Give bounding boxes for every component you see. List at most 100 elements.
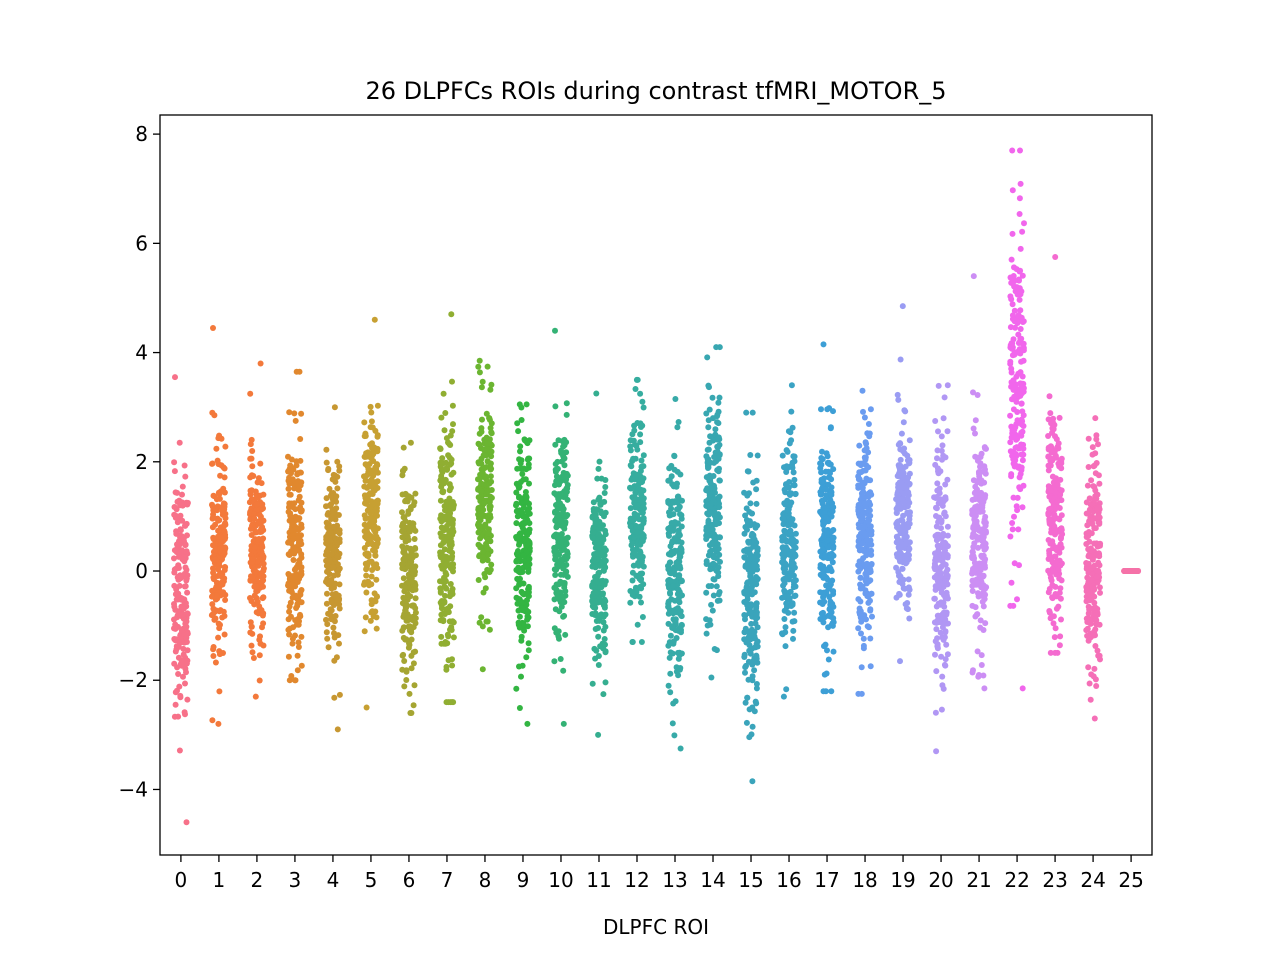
data-point xyxy=(786,479,793,485)
data-point xyxy=(173,625,180,631)
data-point xyxy=(484,530,491,537)
data-point xyxy=(476,357,483,364)
data-point xyxy=(513,594,520,601)
data-point xyxy=(783,469,790,475)
data-point xyxy=(449,531,456,538)
data-point xyxy=(487,473,494,480)
data-point xyxy=(442,569,449,576)
data-point xyxy=(487,386,494,393)
data-point xyxy=(790,627,797,634)
data-point xyxy=(1009,230,1016,237)
data-point xyxy=(634,529,641,536)
data-point xyxy=(970,425,977,432)
data-point xyxy=(297,482,304,489)
data-point xyxy=(293,462,300,469)
data-point xyxy=(361,579,368,586)
data-point xyxy=(670,566,677,573)
data-point xyxy=(938,532,945,539)
data-point xyxy=(563,449,570,456)
data-point xyxy=(514,420,521,427)
data-point xyxy=(363,533,370,540)
data-point xyxy=(670,511,677,518)
data-point xyxy=(560,667,567,674)
data-point xyxy=(982,470,989,477)
data-point xyxy=(361,419,368,426)
data-point xyxy=(526,529,532,536)
data-point xyxy=(298,662,305,669)
data-point xyxy=(448,539,455,545)
data-point xyxy=(323,600,330,607)
data-point xyxy=(1017,369,1024,376)
data-point xyxy=(217,472,224,479)
data-point xyxy=(589,563,596,570)
data-point xyxy=(716,589,723,595)
data-point xyxy=(182,541,189,548)
data-point xyxy=(745,558,751,565)
data-point xyxy=(171,504,178,510)
data-point xyxy=(1009,520,1016,526)
data-point xyxy=(743,639,750,646)
data-point xyxy=(707,459,714,466)
data-point xyxy=(716,493,723,500)
data-point xyxy=(222,545,229,552)
data-point xyxy=(906,499,913,506)
data-point xyxy=(519,509,526,516)
data-point xyxy=(595,662,602,668)
data-point xyxy=(292,632,298,639)
data-point xyxy=(409,563,416,570)
data-point xyxy=(478,425,485,432)
data-point xyxy=(595,465,602,472)
data-point xyxy=(517,495,524,502)
data-point xyxy=(290,557,297,563)
data-point xyxy=(217,545,224,552)
data-point xyxy=(637,390,644,397)
data-point xyxy=(523,401,530,408)
data-point xyxy=(855,596,862,603)
data-point xyxy=(974,479,981,486)
data-point xyxy=(213,445,220,452)
data-point xyxy=(222,597,229,603)
data-point xyxy=(742,616,748,623)
data-point xyxy=(703,536,710,542)
data-point xyxy=(753,500,760,507)
data-point xyxy=(403,616,410,623)
data-point xyxy=(442,513,448,520)
data-point xyxy=(744,587,751,594)
data-point xyxy=(518,417,525,423)
data-point xyxy=(482,464,489,471)
series-9 xyxy=(513,401,533,727)
data-point xyxy=(249,448,256,454)
data-point xyxy=(1019,457,1026,464)
data-point xyxy=(1049,419,1056,426)
data-point xyxy=(371,563,378,570)
data-point xyxy=(637,486,644,493)
data-point xyxy=(898,430,905,437)
data-point xyxy=(630,437,637,444)
data-point xyxy=(858,618,865,625)
data-point xyxy=(521,627,528,634)
data-point xyxy=(551,658,558,665)
data-point xyxy=(896,572,902,579)
data-point xyxy=(866,433,873,440)
data-point xyxy=(783,686,790,693)
data-point xyxy=(184,611,191,617)
data-point xyxy=(863,552,870,559)
data-point xyxy=(210,565,216,572)
data-point xyxy=(781,569,788,576)
data-point xyxy=(1091,665,1098,672)
data-point xyxy=(704,487,711,494)
data-point xyxy=(288,500,295,507)
data-point xyxy=(410,649,417,656)
data-point xyxy=(215,566,221,573)
data-point xyxy=(517,460,524,467)
data-point xyxy=(476,441,483,448)
data-point xyxy=(290,546,296,553)
data-point xyxy=(1016,211,1023,217)
data-point xyxy=(868,491,875,498)
data-point xyxy=(1084,574,1091,581)
data-point xyxy=(631,549,638,556)
data-point xyxy=(944,523,951,530)
data-point xyxy=(557,656,564,662)
data-point xyxy=(488,448,495,455)
data-point xyxy=(865,477,872,484)
